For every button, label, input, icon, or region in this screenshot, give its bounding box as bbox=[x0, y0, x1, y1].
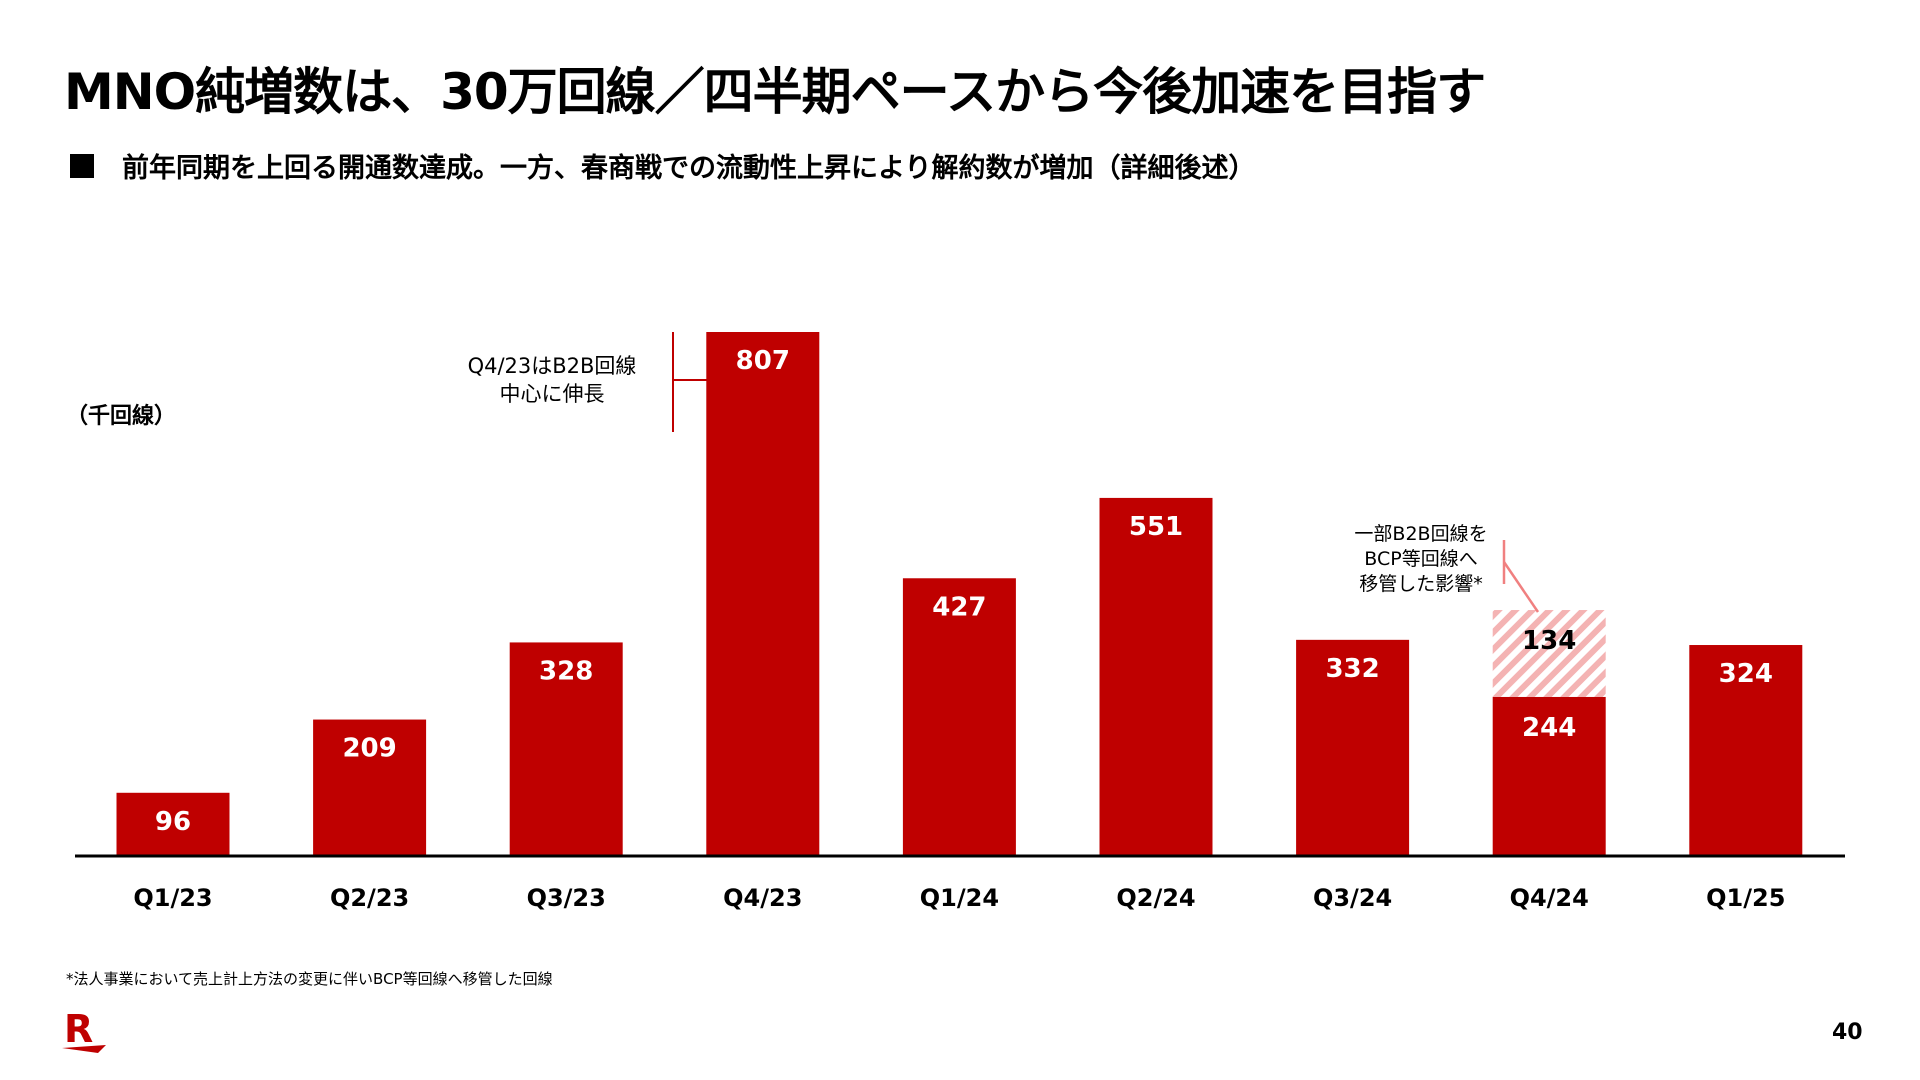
data-label: 244 bbox=[1522, 713, 1576, 743]
page-subtitle: 前年同期を上回る開通数達成。一方、春商戦での流動性上昇により解約数が増加（詳細後… bbox=[70, 146, 1255, 185]
bar-segment-net-adds bbox=[706, 332, 820, 855]
bullet-square-icon bbox=[70, 153, 94, 178]
rakuten-logo: R bbox=[62, 1008, 106, 1053]
bar-segment-net-adds bbox=[902, 578, 1016, 855]
data-label: 96 bbox=[155, 807, 191, 837]
footnote: *法人事業において売上計上方法の変更に伴いBCP等回線へ移管した回線 bbox=[66, 970, 553, 988]
annotation-text: 中心に伸長 bbox=[500, 382, 605, 406]
x-tick-label: Q3/24 bbox=[1313, 884, 1392, 912]
data-label: 134 bbox=[1522, 626, 1576, 656]
annotation-leader bbox=[1502, 561, 1540, 613]
x-tick-label: Q4/24 bbox=[1510, 884, 1589, 912]
data-label: 209 bbox=[342, 734, 396, 764]
bar-segment-net-adds bbox=[1099, 497, 1213, 855]
page-number: 40 bbox=[1832, 1020, 1863, 1045]
x-tick-label: Q3/23 bbox=[527, 884, 606, 912]
bar-segment-net-adds bbox=[1296, 639, 1410, 855]
bar-segment-net-adds bbox=[116, 792, 230, 855]
x-tick-label: Q2/23 bbox=[330, 884, 409, 912]
annotation-text: 一部B2B回線を bbox=[1354, 523, 1487, 545]
x-tick-label: Q4/23 bbox=[723, 884, 802, 912]
x-tick-label: Q1/25 bbox=[1706, 884, 1785, 912]
y-axis-unit-label: （千回線） bbox=[66, 404, 177, 429]
bar-segment-net-adds bbox=[313, 719, 427, 855]
data-label: 551 bbox=[1129, 512, 1183, 542]
x-tick-label: Q2/24 bbox=[1116, 884, 1195, 912]
data-label: 807 bbox=[736, 346, 790, 376]
page-title: MNO純増数は、30万回線／四半期ペースから今後加速を目指す bbox=[64, 63, 1486, 121]
bar-segment-net-adds bbox=[509, 642, 623, 855]
data-label: 332 bbox=[1325, 654, 1379, 684]
x-tick-label: Q1/23 bbox=[133, 884, 212, 912]
annotation-text: Q4/23はB2B回線 bbox=[468, 354, 637, 378]
data-label: 427 bbox=[932, 592, 986, 622]
subtitle-text: 前年同期を上回る開通数達成。一方、春商戦での流動性上昇により解約数が増加（詳細後… bbox=[122, 153, 1256, 184]
bar-segment-bcp-transfer bbox=[1492, 610, 1606, 697]
data-label: 328 bbox=[539, 656, 593, 686]
data-label: 324 bbox=[1719, 659, 1773, 689]
x-tick-label: Q1/24 bbox=[920, 884, 999, 912]
bar-segment-net-adds bbox=[1689, 645, 1803, 855]
bar-segment-net-adds bbox=[1492, 696, 1606, 855]
annotation-text: 移管した影響* bbox=[1359, 573, 1483, 595]
annotation-text: BCP等回線へ bbox=[1364, 548, 1477, 570]
svg-text:R: R bbox=[64, 1008, 93, 1051]
